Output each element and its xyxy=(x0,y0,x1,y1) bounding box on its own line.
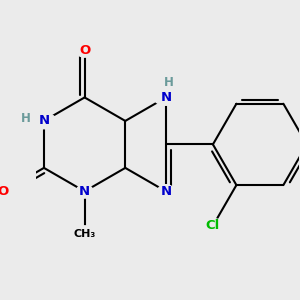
Ellipse shape xyxy=(32,113,56,129)
Text: H: H xyxy=(21,112,31,125)
Text: H: H xyxy=(164,76,174,89)
Ellipse shape xyxy=(76,185,93,198)
Ellipse shape xyxy=(76,44,93,57)
Text: Cl: Cl xyxy=(206,219,220,232)
Ellipse shape xyxy=(202,218,224,233)
Text: N: N xyxy=(160,185,172,198)
Ellipse shape xyxy=(0,185,12,198)
Text: O: O xyxy=(79,44,90,57)
Ellipse shape xyxy=(154,90,178,105)
Ellipse shape xyxy=(69,226,100,242)
Text: N: N xyxy=(38,114,50,128)
Text: O: O xyxy=(0,185,9,198)
Text: N: N xyxy=(79,185,90,198)
Text: N: N xyxy=(160,91,172,104)
Text: CH₃: CH₃ xyxy=(74,229,96,238)
Ellipse shape xyxy=(158,185,174,198)
